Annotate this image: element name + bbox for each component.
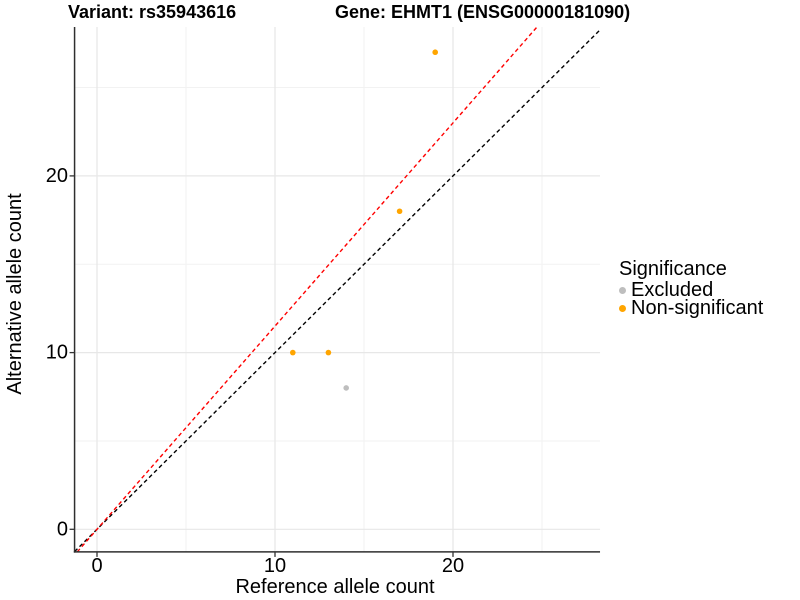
x-tick-label: 20 [442, 555, 464, 577]
data-point-non-significant [325, 349, 332, 356]
y-tick-label: 10 [46, 342, 68, 364]
legend-item-excluded: Excluded [619, 278, 763, 301]
expected-ratio-line [76, 26, 538, 553]
data-point-excluded [343, 385, 350, 391]
axis-tick-marks [69, 175, 454, 557]
excluded-dot-icon [619, 286, 626, 294]
y-tick-label: 20 [46, 165, 68, 187]
x-tick-label: 10 [264, 555, 286, 577]
y-tick-label: 0 [57, 518, 68, 540]
axis-tick-labels: 0 10 20 0 10 20 [46, 165, 464, 577]
major-gridlines [74, 26, 601, 552]
data-point-non-significant [396, 208, 403, 215]
legend-item-label-excluded: Excluded [631, 278, 714, 301]
reference-lines [74, 26, 601, 553]
legend: Significance Excluded Non-significant [619, 258, 764, 319]
minor-gridlines [74, 26, 601, 552]
x-axis-title: Reference allele count [235, 576, 434, 598]
non-significant-dot-icon [619, 304, 626, 312]
legend-item-label-non-significant: Non-significant [631, 296, 764, 319]
data-point-non-significant [290, 349, 296, 356]
plot-title-variant: Variant: rs35943616 [68, 2, 237, 22]
x-tick-label: 0 [91, 555, 102, 577]
legend-item-non-significant: Non-significant [619, 296, 764, 319]
data-points [290, 49, 439, 391]
legend-title: Significance [619, 258, 727, 280]
data-point-non-significant [432, 49, 439, 56]
y-axis-title: Alternative allele count [4, 193, 26, 395]
identity-line [74, 29, 601, 553]
plot-title-gene: Gene: EHMT1 (ENSG00000181090) [335, 2, 631, 22]
